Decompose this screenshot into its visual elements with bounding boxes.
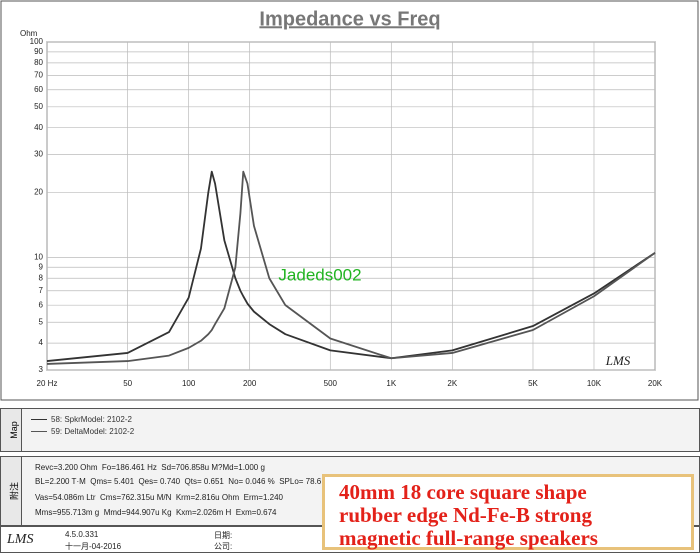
date: 十一月-04-2016 bbox=[65, 542, 122, 551]
y-tick-label: 100 bbox=[30, 37, 44, 46]
map-side: Map bbox=[1, 409, 22, 451]
map-section: Map 58: SpkrModel: 2102-2 59: DeltaModel… bbox=[0, 408, 700, 452]
x-tick-label: 5K bbox=[528, 379, 538, 388]
y-tick-label: 40 bbox=[34, 123, 43, 132]
legend-label: 58: SpkrModel: 2102-2 bbox=[51, 415, 132, 424]
promo-line: magnetic full-range speakers bbox=[339, 526, 598, 550]
legend-entry: 58: SpkrModel: 2102-2 bbox=[31, 415, 132, 424]
logo: LMS bbox=[605, 353, 631, 368]
x-tick-label: 200 bbox=[243, 379, 257, 388]
map-label: Map bbox=[8, 421, 19, 439]
y-tick-label: 50 bbox=[34, 102, 43, 111]
watermark: Jadeds002 bbox=[278, 265, 361, 284]
promo-box: 40mm 18 core square shape rubber edge Nd… bbox=[322, 474, 694, 550]
version: 4.5.0.331 bbox=[65, 530, 99, 539]
y-tick-label: 10 bbox=[34, 252, 43, 261]
legend-swatch bbox=[31, 431, 47, 433]
promo-line: rubber edge Nd-Fe-B strong bbox=[339, 503, 592, 527]
impedance-curve bbox=[46, 170, 656, 362]
y-tick-label: 6 bbox=[39, 300, 44, 309]
param-row: Vas=54.086m Ltr Cms=762.315u M/N Krm=2.8… bbox=[35, 493, 283, 502]
param-row: Revc=3.200 Ohm Fo=186.461 Hz Sd=706.858u… bbox=[35, 463, 265, 472]
x-tick-label: 20 Hz bbox=[37, 379, 58, 388]
chart-title: Impedance vs Freq bbox=[259, 8, 440, 30]
notes-side: 附注 bbox=[1, 457, 22, 525]
footer-logo: LMS bbox=[7, 532, 34, 547]
legend-entry: 59: DeltaModel: 2102-2 bbox=[31, 427, 134, 436]
y-tick-label: 5 bbox=[39, 317, 44, 326]
x-tick-label: 50 bbox=[123, 379, 132, 388]
y-tick-label: 9 bbox=[39, 262, 44, 271]
legend-label: 59: DeltaModel: 2102-2 bbox=[51, 427, 135, 436]
promo-line: 40mm 18 core square shape bbox=[339, 480, 587, 504]
y-tick-label: 7 bbox=[39, 286, 44, 295]
x-tick-label: 10K bbox=[587, 379, 602, 388]
legend-swatch bbox=[31, 419, 47, 421]
y-axis-label: Ohm bbox=[20, 29, 38, 38]
notes-label: 附注 bbox=[9, 481, 20, 501]
date-label: 日期: bbox=[214, 531, 233, 540]
y-tick-label: 4 bbox=[39, 338, 44, 347]
y-tick-label: 3 bbox=[39, 365, 44, 374]
x-tick-label: 2K bbox=[447, 379, 457, 388]
y-tick-label: 8 bbox=[39, 273, 44, 282]
x-tick-label: 500 bbox=[324, 379, 338, 388]
param-row: BL=2.200 T·M Qms= 5.401 Qes= 0.740 Qts= … bbox=[35, 477, 334, 486]
company-label: 公司: bbox=[214, 542, 233, 551]
y-tick-label: 70 bbox=[34, 70, 43, 79]
y-tick-label: 80 bbox=[34, 58, 43, 67]
plot-area bbox=[46, 41, 656, 371]
x-tick-label: 20K bbox=[648, 379, 663, 388]
y-tick-label: 20 bbox=[34, 188, 43, 197]
param-row: Mms=955.713m g Mmd=944.907u Kg Kxm=2.026… bbox=[35, 508, 277, 517]
x-tick-label: 1K bbox=[386, 379, 396, 388]
y-tick-label: 60 bbox=[34, 85, 43, 94]
y-tick-label: 30 bbox=[34, 150, 43, 159]
chart: Impedance vs Freq Ohm Jadeds002 LMS 3 4 5 6… bbox=[0, 0, 699, 401]
x-tick-label: 100 bbox=[182, 379, 196, 388]
y-tick-label: 90 bbox=[34, 47, 43, 56]
impedance-curve bbox=[46, 170, 656, 365]
